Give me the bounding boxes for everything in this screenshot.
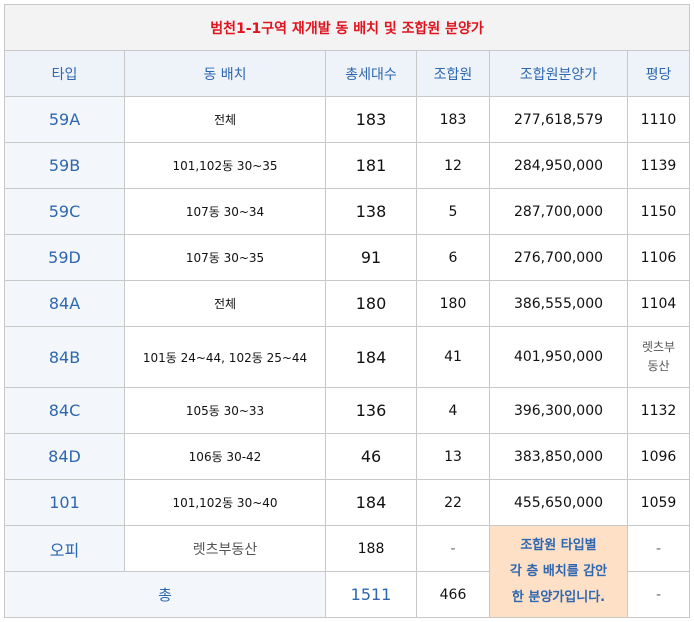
price-cell: 455,650,000	[489, 479, 628, 526]
total-row: 총 1511 466 -	[4, 571, 690, 618]
price-cell: 383,850,000	[489, 433, 628, 480]
households-cell: 136	[325, 387, 417, 434]
price-cell: 277,618,579	[489, 96, 628, 143]
members-cell: 6	[416, 234, 490, 281]
table-row: 84A 전체 180 180 386,555,000 1104	[4, 280, 690, 327]
table-row: 59C 107동 30~34 138 5 287,700,000 1150	[4, 188, 690, 235]
members-cell: 4	[416, 387, 490, 434]
per-pyeong-cell: -	[627, 525, 690, 572]
location-cell: 101동 24~44, 102동 25~44	[124, 326, 326, 388]
per-pyeong-cell: 1106	[627, 234, 690, 281]
note-line: 한 분양가입니다.	[511, 589, 606, 605]
per-pyeong-cell: 1110	[627, 96, 690, 143]
location-cell: 전체	[124, 280, 326, 327]
type-cell: 84A	[4, 280, 125, 327]
price-cell: 284,950,000	[489, 142, 628, 189]
price-cell: 287,700,000	[489, 188, 628, 235]
type-cell: 오피	[4, 525, 125, 572]
note-line: 조합원 타입별	[520, 537, 597, 553]
per-pyeong-cell: 1139	[627, 142, 690, 189]
header-price: 조합원분양가	[489, 50, 628, 97]
location-cell: 105동 30~33	[124, 387, 326, 434]
members-cell: -	[416, 525, 490, 572]
per-pyeong-cell: 1150	[627, 188, 690, 235]
header-location: 동 배치	[124, 50, 326, 97]
note-line: 각 층 배치를 감안	[509, 563, 608, 579]
per-pyeong-cell: 1104	[627, 280, 690, 327]
table-row: 101 101,102동 30~40 184 22 455,650,000 10…	[4, 479, 690, 526]
table-row: 84B 101동 24~44, 102동 25~44 184 41 401,95…	[4, 326, 690, 388]
location-cell: 101,102동 30~40	[124, 479, 326, 526]
type-cell: 84B	[4, 326, 125, 388]
header-per-pyeong: 평당	[627, 50, 690, 97]
header-row: 타입 동 배치 총세대수 조합원 조합원분양가 평당	[4, 50, 690, 97]
type-cell: 59B	[4, 142, 125, 189]
location-cell: 전체	[124, 96, 326, 143]
members-cell: 22	[416, 479, 490, 526]
total-label: 총	[4, 571, 326, 618]
type-cell: 59C	[4, 188, 125, 235]
per-pyeong-cell: 1132	[627, 387, 690, 434]
header-members: 조합원	[416, 50, 490, 97]
type-cell: 59A	[4, 96, 125, 143]
households-cell: 91	[325, 234, 417, 281]
price-cell: 396,300,000	[489, 387, 628, 434]
members-cell: 41	[416, 326, 490, 388]
households-cell: 183	[325, 96, 417, 143]
members-cell: 180	[416, 280, 490, 327]
type-cell: 101	[4, 479, 125, 526]
households-cell: 184	[325, 326, 417, 388]
price-cell: 386,555,000	[489, 280, 628, 327]
table-row: 59B 101,102동 30~35 181 12 284,950,000 11…	[4, 142, 690, 189]
per-pyeong-line: 렛츠부	[641, 340, 676, 354]
table-row: 84D 106동 30-42 46 13 383,850,000 1096	[4, 433, 690, 480]
members-cell: 183	[416, 96, 490, 143]
location-cell: 106동 30-42	[124, 433, 326, 480]
total-households: 1511	[325, 571, 417, 618]
price-table: 범천1-1구역 재개발 동 배치 및 조합원 분양가 타입 동 배치 총세대수 …	[4, 4, 690, 618]
total-per-pyeong: -	[627, 571, 690, 618]
per-pyeong-line: 동산	[647, 359, 670, 373]
location-cell: 107동 30~34	[124, 188, 326, 235]
households-cell: 138	[325, 188, 417, 235]
price-cell: 276,700,000	[489, 234, 628, 281]
households-cell: 181	[325, 142, 417, 189]
price-cell: 401,950,000	[489, 326, 628, 388]
type-cell: 84D	[4, 433, 125, 480]
header-households: 총세대수	[325, 50, 417, 97]
location-cell: 101,102동 30~35	[124, 142, 326, 189]
table-row: 59A 전체 183 183 277,618,579 1110	[4, 96, 690, 143]
households-cell: 188	[325, 525, 417, 572]
location-cell: 107동 30~35	[124, 234, 326, 281]
members-cell: 13	[416, 433, 490, 480]
table-title: 범천1-1구역 재개발 동 배치 및 조합원 분양가	[4, 4, 690, 51]
members-cell: 12	[416, 142, 490, 189]
per-pyeong-cell: 1059	[627, 479, 690, 526]
total-members: 466	[416, 571, 490, 618]
location-cell: 렛츠부동산	[124, 525, 326, 572]
table-row: 59D 107동 30~35 91 6 276,700,000 1106	[4, 234, 690, 281]
households-cell: 46	[325, 433, 417, 480]
per-pyeong-cell: 1096	[627, 433, 690, 480]
table-row: 84C 105동 30~33 136 4 396,300,000 1132	[4, 387, 690, 434]
households-cell: 180	[325, 280, 417, 327]
type-cell: 84C	[4, 387, 125, 434]
households-cell: 184	[325, 479, 417, 526]
members-cell: 5	[416, 188, 490, 235]
header-type: 타입	[4, 50, 125, 97]
type-cell: 59D	[4, 234, 125, 281]
